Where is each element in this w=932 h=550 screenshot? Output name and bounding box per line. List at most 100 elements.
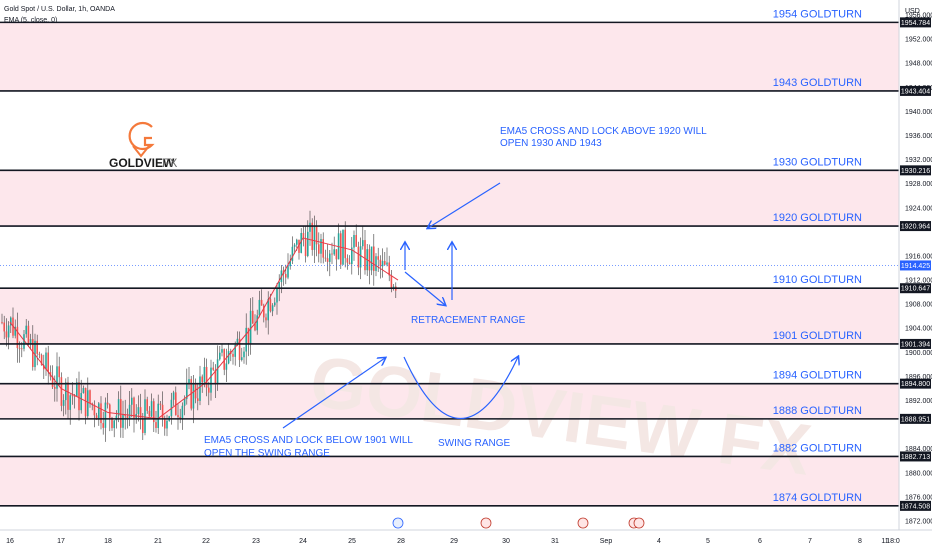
candle-body [298,239,300,253]
level-price-tag [900,338,931,349]
candle-body [128,404,131,418]
candle-body [265,317,267,321]
candle-body [126,416,129,418]
candle-body [353,235,355,248]
x-tick-label: 11 [881,538,888,545]
candle-body [355,235,357,247]
x-tick-label: 31 [551,538,559,545]
annotation-swing: SWING RANGE [438,438,511,449]
candle-body [335,249,338,260]
indicator-legend: EMA (5, close, 0) [4,17,58,24]
us-flag-icon[interactable] [577,517,589,529]
candle-body [247,327,250,344]
candle-body [137,407,140,414]
candle-body [346,258,349,263]
chart-title: Gold Spot / U.S. Dollar, 1h, OANDA [4,6,115,13]
arrow-to-1901 [282,358,385,429]
candle-body [205,366,208,388]
candle-body [329,253,331,262]
us-flag-icon[interactable] [480,517,492,529]
candle-body [214,369,217,385]
candle-body [109,404,111,418]
candle-body [377,256,379,260]
lightning-icon[interactable] [392,517,404,529]
candle-body [311,222,313,250]
candle-body [210,367,212,393]
candle-body [320,239,322,254]
level-price-text: 1943.404 [901,88,930,95]
candle-body [302,233,305,239]
candle-body [148,410,151,417]
candle-body [216,359,219,385]
level-label: 1943 GOLDTURN [773,77,862,89]
candle-body [324,257,327,259]
zone-band [0,288,899,344]
level-lines: 1954 GOLDTURN 1943 GOLDTURN 1930 GOLDTURN 1… [0,8,899,507]
candle-body [60,377,63,406]
candle-body [390,275,393,289]
candle-body [364,240,366,271]
x-tick-label: 5 [706,538,710,545]
candle-body [133,397,135,418]
candle-body [51,376,54,388]
y-tick-label: 1896.000 [905,374,932,381]
candle-body [144,399,146,433]
y-axis-ticks: 1956.0001952.0001948.0001944.0001940.000… [905,13,932,526]
zone-band [0,456,899,506]
level-price-text: 1920.964 [901,224,930,231]
level-label: 1882 GOLDTURN [773,442,862,454]
y-tick-label: 1928.000 [905,181,932,188]
candle-body [104,402,107,428]
event-icons[interactable] [392,517,645,529]
candle-body [87,390,89,417]
candle-body [342,229,344,265]
x-tick-label: 22 [202,538,210,545]
candle-body [84,388,87,417]
level-label: 1920 GOLDTURN [773,212,862,224]
level-price-tag [900,451,931,462]
candle-body [47,352,49,372]
candle-body [258,299,261,316]
candle-body [115,415,118,421]
candle-body [386,262,388,265]
candle-body [252,310,254,324]
candle-body [278,282,280,288]
level-label: 1874 GOLDTURN [773,492,862,504]
candle-body [153,401,155,423]
us-flag-icon[interactable] [633,517,645,529]
candle-body [379,259,382,267]
candle-body [16,326,19,349]
candle-body [54,387,56,389]
y-tick-label: 1956.000 [905,13,932,20]
level-label: 1901 GOLDTURN [773,330,862,342]
candle-body [388,262,390,276]
logo-suffix: FX [162,156,177,170]
logo-mark-icon [128,121,155,151]
candle-body [188,379,190,383]
level-label: 1894 GOLDTURN [773,370,862,382]
candle-body [269,299,272,312]
level-price-text: 1930.216 [901,168,930,175]
candle-body [267,299,269,321]
candle-body [243,351,245,358]
y-tick-label: 1948.000 [905,61,932,68]
candle-body [212,367,214,370]
y-tick-label: 1936.000 [905,133,932,140]
level-price-text: 1888.951 [901,416,930,423]
level-label: 1954 GOLDTURN [773,8,862,20]
zone-band [0,22,899,91]
candle-body [100,403,102,424]
candle-body [249,310,252,344]
candle-body [56,366,58,389]
candle-body [186,382,188,399]
candle-body [375,256,377,271]
candle-body [159,403,162,405]
y-tick-label: 1904.000 [905,326,932,333]
candle-body [309,222,311,232]
candle-body [300,233,302,253]
x-tick-label: 16 [6,538,14,545]
candle-body [333,249,335,255]
candle-body [164,418,166,429]
